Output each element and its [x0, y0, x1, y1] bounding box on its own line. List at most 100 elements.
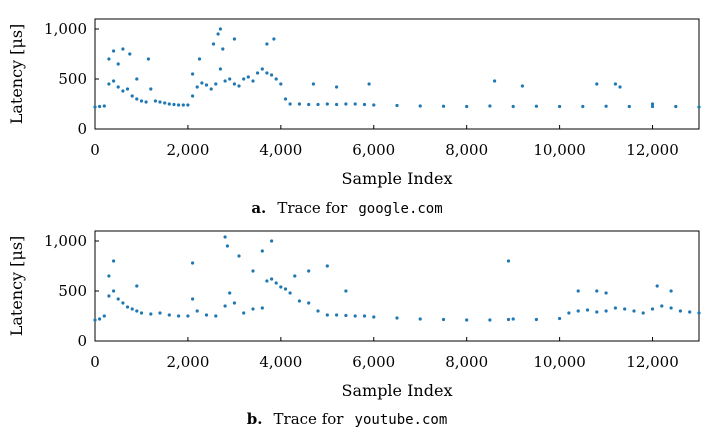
y-tick-label: 0 [77, 120, 87, 138]
data-point [520, 84, 525, 88]
caption: b. Trace for youtube.com [247, 409, 448, 428]
data-point [418, 317, 422, 321]
data-point [669, 306, 673, 310]
data-point [144, 100, 148, 104]
data-point [112, 289, 116, 293]
data-point [613, 306, 618, 310]
data-point [177, 314, 181, 318]
data-point [335, 102, 339, 107]
data-point [242, 77, 246, 81]
data-point [395, 103, 399, 108]
data-point [251, 307, 255, 311]
data-point [604, 104, 608, 108]
data-point [558, 104, 562, 109]
data-point [283, 287, 288, 291]
x-tick-label: 0 [90, 141, 100, 159]
data-point [316, 102, 320, 107]
y-ticks: 0 500 1,000 [44, 232, 99, 350]
data-point [441, 104, 446, 108]
data-point [139, 99, 144, 103]
data-point [506, 259, 511, 263]
data-point [107, 294, 111, 298]
caption-code: youtube.com [355, 412, 448, 428]
data-point [256, 71, 260, 75]
y-ticks: 0 500 1,000 [44, 20, 99, 138]
data-point [130, 307, 134, 311]
data-point [125, 305, 130, 309]
data-point [627, 104, 631, 109]
caption-text: Trace for [277, 199, 348, 217]
data-point [125, 87, 130, 91]
data-point [650, 102, 655, 106]
data-point [197, 57, 202, 61]
data-point [130, 94, 134, 98]
data-point [232, 82, 236, 86]
panel-google: 0 2,000 4,000 6,000 8,000 10,000 12,000 0 500 1,… [7, 18, 701, 217]
data-point [158, 311, 162, 315]
x-tick-label: 2,000 [166, 353, 209, 371]
data-point [488, 104, 492, 108]
data-point [678, 309, 683, 313]
data-point [98, 317, 102, 321]
data-point [260, 249, 264, 253]
data-point [395, 316, 399, 320]
data-point [186, 314, 190, 318]
data-point [232, 301, 236, 305]
data-point [576, 289, 580, 293]
y-tick-label: 1,000 [44, 20, 87, 38]
data-point [135, 77, 139, 81]
data-point [204, 313, 209, 317]
data-point [223, 304, 227, 308]
data-point [191, 297, 195, 301]
data-point [493, 79, 497, 83]
x-tick-label: 12,000 [626, 353, 679, 371]
data-point [307, 102, 311, 107]
data-point [511, 317, 515, 321]
data-point [465, 104, 469, 109]
data-point [353, 102, 357, 106]
data-point [567, 311, 571, 315]
x-tick-label: 6,000 [352, 353, 395, 371]
data-point [362, 314, 367, 318]
data-point [246, 75, 250, 79]
x-tick-label: 4,000 [259, 141, 302, 159]
data-point [242, 311, 246, 315]
data-point [669, 289, 673, 293]
data-points [93, 27, 701, 109]
y-tick-label: 500 [58, 70, 87, 88]
data-point [307, 269, 311, 273]
y-tick-label: 0 [77, 332, 87, 350]
data-point [107, 82, 111, 86]
data-point [112, 79, 116, 83]
data-point [344, 102, 348, 106]
data-point [251, 269, 255, 273]
data-point [270, 73, 274, 77]
data-point [265, 279, 269, 283]
data-point [311, 82, 315, 86]
plot-frame [94, 230, 700, 342]
data-point [274, 77, 278, 81]
plot-frame [94, 18, 700, 130]
data-point [367, 82, 371, 86]
data-point [506, 317, 511, 322]
data-point [135, 97, 139, 101]
data-point [167, 102, 171, 106]
data-point [265, 42, 269, 46]
data-point [216, 32, 220, 36]
data-point [581, 104, 585, 109]
x-tick-label: 4,000 [259, 353, 302, 371]
panel-youtube: 0 2,000 4,000 6,000 8,000 10,000 12,000 0 500 1,… [7, 230, 701, 428]
data-point [260, 67, 264, 71]
data-point [93, 318, 97, 322]
data-point [221, 47, 225, 51]
data-point [135, 309, 139, 313]
data-point [372, 103, 376, 107]
data-point [297, 102, 301, 106]
data-point [121, 89, 125, 93]
data-point [251, 79, 255, 83]
data-point [200, 81, 204, 85]
x-tick-label: 0 [90, 353, 100, 371]
data-point [93, 105, 97, 109]
y-axis-label: Latency [μs] [7, 236, 26, 337]
data-point [225, 244, 229, 248]
